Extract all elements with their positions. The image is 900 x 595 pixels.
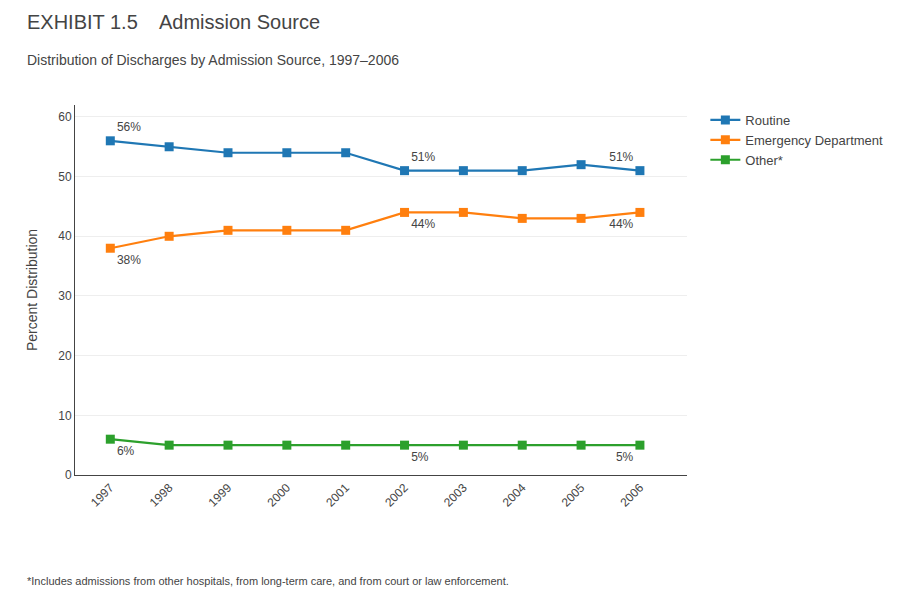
svg-text:50: 50: [58, 170, 72, 184]
svg-text:Routine: Routine: [745, 113, 790, 128]
svg-text:1997: 1997: [88, 481, 117, 510]
svg-text:38%: 38%: [117, 253, 141, 267]
svg-text:Percent Distribution: Percent Distribution: [24, 229, 40, 351]
svg-text:30: 30: [58, 289, 72, 303]
svg-text:51%: 51%: [411, 150, 435, 164]
svg-text:40: 40: [58, 229, 72, 243]
svg-text:51%: 51%: [609, 150, 633, 164]
svg-text:44%: 44%: [609, 217, 633, 231]
svg-text:0: 0: [65, 468, 72, 482]
svg-text:44%: 44%: [411, 217, 435, 231]
svg-text:2003: 2003: [441, 481, 470, 510]
svg-text:Distribution of Discharges by: Distribution of Discharges by Admission …: [27, 52, 399, 68]
svg-text:1998: 1998: [147, 481, 176, 510]
svg-text:Emergency Department: Emergency Department: [745, 133, 883, 148]
svg-text:2005: 2005: [559, 481, 588, 510]
svg-text:6%: 6%: [117, 444, 135, 458]
svg-text:Other*: Other*: [745, 153, 783, 168]
svg-text:10: 10: [58, 409, 72, 423]
svg-text:2006: 2006: [618, 481, 647, 510]
svg-text:*Includes admissions from othe: *Includes admissions from other hospital…: [27, 575, 509, 587]
svg-text:2004: 2004: [500, 481, 529, 510]
svg-text:5%: 5%: [411, 450, 429, 464]
svg-text:56%: 56%: [117, 120, 141, 134]
svg-text:1999: 1999: [206, 481, 235, 510]
svg-text:2000: 2000: [264, 481, 293, 510]
svg-text:5%: 5%: [616, 450, 634, 464]
svg-text:EXHIBIT 1.5 Admission Sourc: EXHIBIT 1.5 Admission Source: [27, 11, 320, 33]
svg-text:2001: 2001: [323, 481, 352, 510]
svg-text:2002: 2002: [382, 481, 411, 510]
svg-text:60: 60: [58, 110, 72, 124]
svg-text:20: 20: [58, 349, 72, 363]
